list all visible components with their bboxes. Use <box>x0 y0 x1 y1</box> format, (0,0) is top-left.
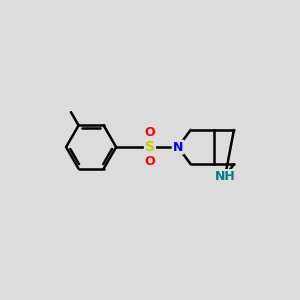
Text: NH: NH <box>215 170 236 183</box>
Text: S: S <box>145 140 155 154</box>
Text: O: O <box>145 155 155 168</box>
Text: O: O <box>145 126 155 140</box>
Text: N: N <box>173 141 183 154</box>
